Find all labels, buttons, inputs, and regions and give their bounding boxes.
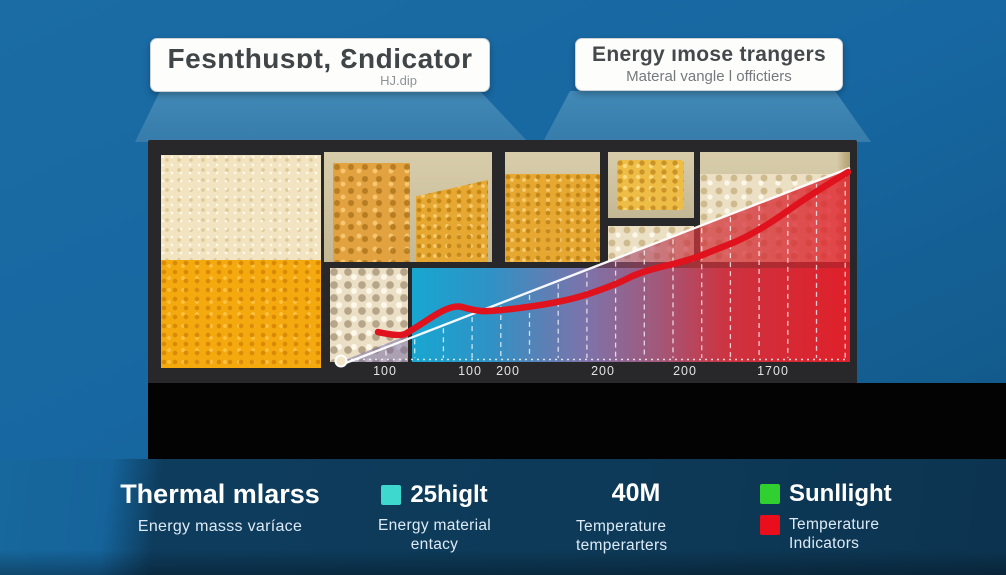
stat-subtitle: Temperature temperarters <box>576 518 668 555</box>
title-box-right-subtitle: Materal vangle l offictiers <box>626 67 792 85</box>
x-axis-label: 100 <box>373 364 397 378</box>
stat-thermal-mass: Thermal mlarss Energy masss varíace <box>100 479 340 536</box>
material-photo-pellet-brick <box>608 152 694 218</box>
temperature-trend-chart <box>334 166 852 368</box>
stat-subtitle: Energy masss varíace <box>137 518 303 535</box>
stat-title: Sunllight <box>789 480 892 507</box>
stat-title: Thermal mlarss <box>120 479 320 509</box>
material-photo-grain-column <box>161 155 321 368</box>
right-light-beam <box>542 91 872 142</box>
x-axis-label: 200 <box>496 364 520 378</box>
stat-title: 40M <box>611 479 661 507</box>
material-photo-pellet-piles <box>324 152 492 262</box>
stat-subtitle: Energy material entacy <box>377 517 492 554</box>
material-photo-pebbles <box>330 268 408 362</box>
material-photo-kernels <box>505 152 600 262</box>
stat-temperature: 40M Temperature temperarters <box>576 479 696 556</box>
stat-energy-material: 25higlt Energy material entacy <box>352 481 517 555</box>
green-legend-swatch <box>760 484 780 504</box>
x-axis-label: 1700 <box>757 364 789 378</box>
stat-subtitle: Temperature Indicators <box>789 516 880 553</box>
x-axis-label: 100 <box>458 364 482 378</box>
x-axis-label: 200 <box>591 364 615 378</box>
title-box-left-subtitle: HJ.dip <box>380 73 417 89</box>
corn-texture <box>161 260 321 368</box>
stat-title: 25higlt <box>410 481 488 508</box>
title-box-right-title: Energy ımose trangers <box>592 43 826 67</box>
red-legend-swatch <box>760 515 780 535</box>
cyan-legend-swatch <box>381 485 402 505</box>
title-box-left-title: Fesnthusɒt, Ɛndicator <box>167 43 473 75</box>
title-box-right: Energy ımose trangers Materal vangle l o… <box>575 38 843 91</box>
rice-texture <box>161 155 321 260</box>
pellet-pile-left <box>333 163 410 262</box>
stats-band: Thermal mlarss Energy masss varíace 25hi… <box>0 459 1006 575</box>
pellet-brick <box>617 160 684 210</box>
x-axis-label: 200 <box>673 364 697 378</box>
stat-sunlight: Sunllight Temperature Indicators <box>760 480 950 554</box>
material-panel: 100 100 200 200 200 1700 <box>148 140 857 385</box>
pellet-pile-right <box>416 180 488 262</box>
left-light-beam <box>134 91 529 142</box>
black-shadow-band <box>148 383 1006 459</box>
title-box-left: Fesnthusɒt, Ɛndicator HJ.dip <box>150 38 490 92</box>
kernel-fill <box>505 174 600 262</box>
